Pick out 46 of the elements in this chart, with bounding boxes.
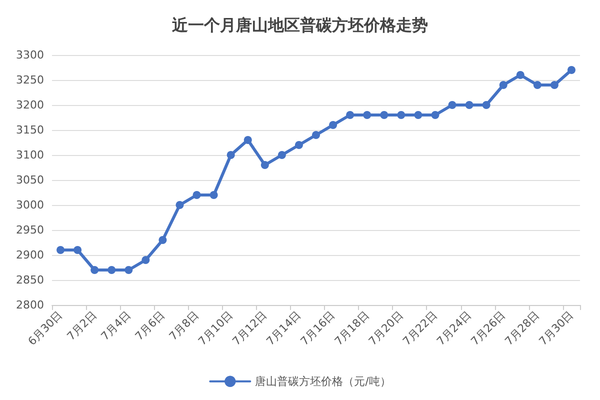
point	[176, 201, 184, 209]
y-tick-label: 2850	[16, 274, 44, 286]
y-tick-label: 2900	[16, 248, 44, 262]
y-tick-label: 3150	[16, 124, 44, 136]
point	[431, 111, 440, 119]
point	[56, 246, 65, 254]
point	[499, 81, 508, 89]
y-tick-label: 2950	[16, 224, 44, 236]
point	[533, 81, 542, 89]
point	[260, 161, 269, 169]
point	[448, 101, 456, 109]
point	[74, 246, 82, 254]
point	[124, 266, 133, 274]
point	[346, 111, 354, 119]
point	[397, 111, 406, 119]
y-tick-label: 3250	[16, 74, 44, 86]
point	[192, 191, 201, 199]
y-tick-label: 3300	[16, 48, 44, 62]
point	[90, 266, 99, 274]
x-tick-label: 7月2日	[64, 308, 100, 344]
point	[567, 66, 576, 74]
point	[142, 256, 150, 264]
point	[108, 266, 116, 274]
point	[516, 71, 524, 79]
point	[294, 141, 303, 149]
x-tick-label: 7月4日	[98, 308, 134, 344]
point	[329, 121, 338, 129]
point	[363, 111, 372, 119]
point	[158, 236, 167, 244]
point	[226, 151, 235, 159]
point	[278, 151, 286, 159]
point	[210, 191, 218, 199]
chart-title: 近一个月唐山地区普碳方坯价格走势	[171, 16, 428, 34]
point	[312, 131, 320, 139]
point	[380, 111, 388, 119]
y-tick-label: 3200	[16, 98, 44, 112]
point	[465, 101, 474, 109]
point	[550, 81, 558, 89]
x-tick-label: 7月6日	[132, 308, 168, 344]
point	[414, 111, 422, 119]
y-tick-label: 3100	[16, 148, 44, 162]
point	[482, 101, 490, 109]
legend-label: 唐山普碳方坯价格（元/吨）	[255, 374, 391, 388]
y-tick-label: 3050	[16, 174, 44, 186]
y-tick-label: 3000	[16, 198, 44, 212]
point	[244, 136, 252, 144]
